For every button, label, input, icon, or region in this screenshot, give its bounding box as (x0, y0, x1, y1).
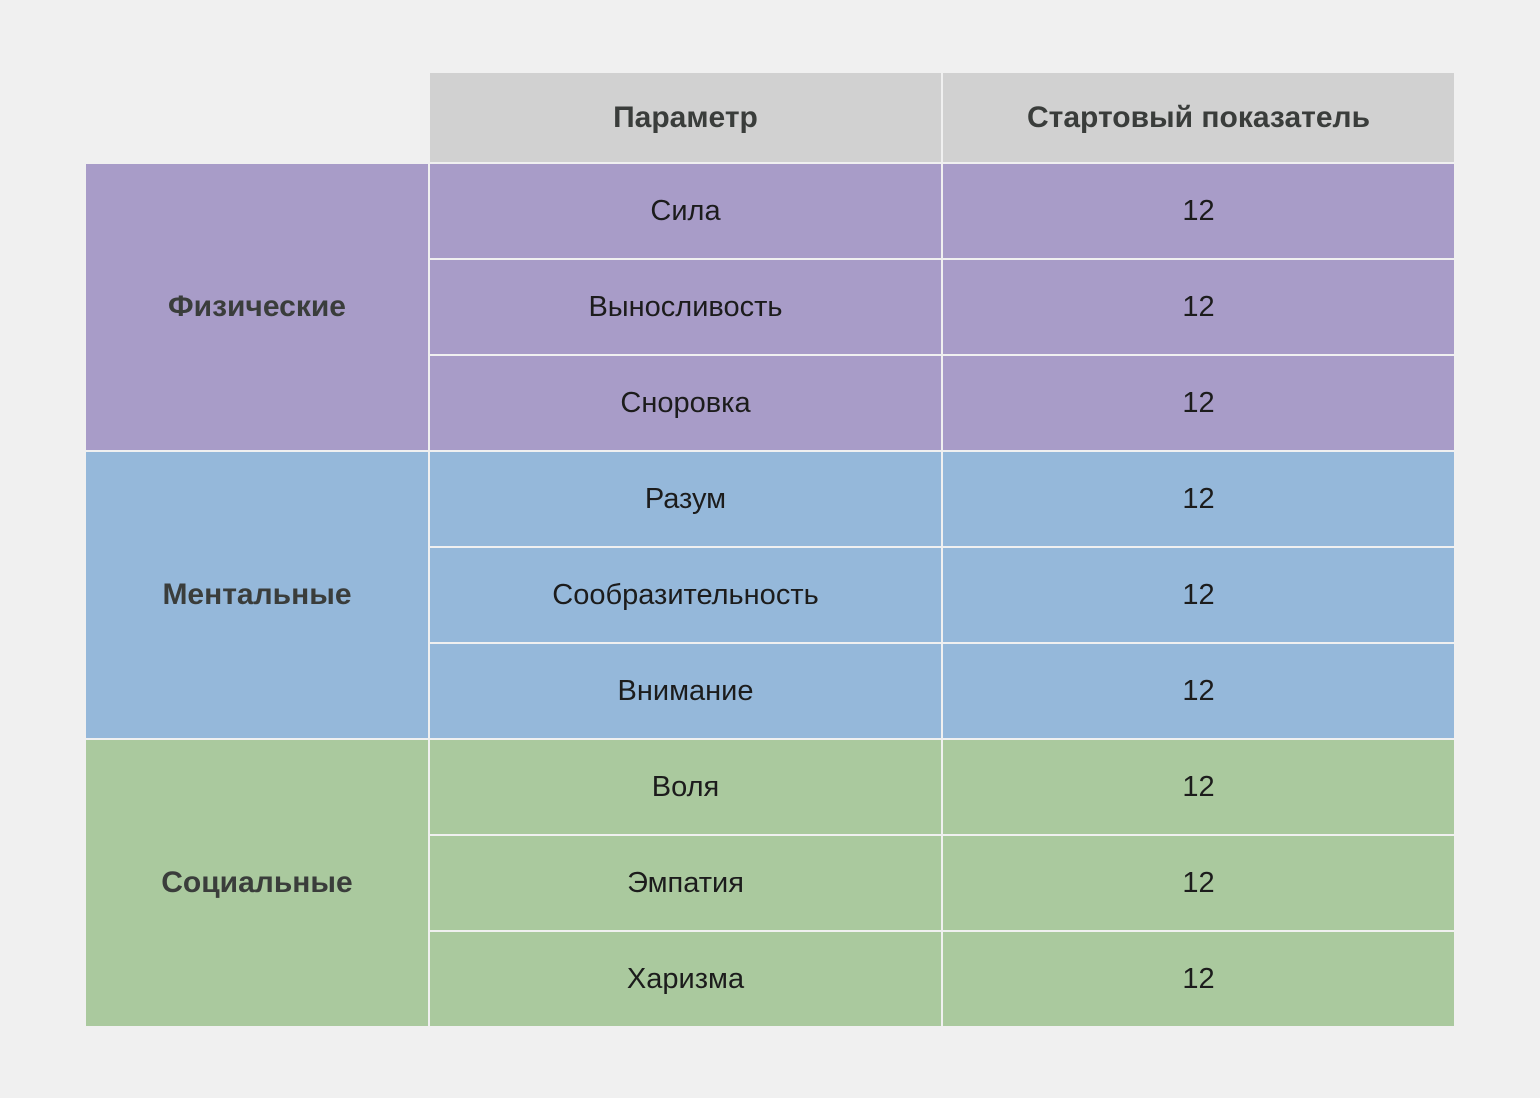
value-cell: 12 (943, 548, 1454, 642)
header-parameter: Параметр (430, 73, 941, 162)
group-mental: Ментальные Разум 12 Сообразительность 12… (86, 452, 1454, 738)
header-empty-cell (86, 73, 428, 162)
param-cell: Сноровка (430, 356, 941, 450)
value-cell: 12 (943, 644, 1454, 738)
param-cell: Харизма (430, 932, 941, 1026)
table-row: Внимание 12 (428, 644, 1454, 738)
table-row: Харизма 12 (428, 932, 1454, 1026)
value-cell: 12 (943, 452, 1454, 546)
value-cell: 12 (943, 932, 1454, 1026)
table-header-row: Параметр Стартовый показатель (86, 73, 1454, 162)
table-row: Сноровка 12 (428, 356, 1454, 450)
param-cell: Разум (430, 452, 941, 546)
group-label-social: Социальные (86, 740, 428, 1026)
group-physical: Физические Сила 12 Выносливость 12 Сноро… (86, 164, 1454, 450)
param-cell: Воля (430, 740, 941, 834)
group-social: Социальные Воля 12 Эмпатия 12 Харизма 12 (86, 740, 1454, 1026)
value-cell: 12 (943, 836, 1454, 930)
param-cell: Внимание (430, 644, 941, 738)
header-start-value: Стартовый показатель (943, 73, 1454, 162)
param-cell: Сообразительность (430, 548, 941, 642)
table-row: Сила 12 (428, 164, 1454, 258)
attributes-table: Параметр Стартовый показатель Физические… (86, 73, 1454, 1026)
param-cell: Сила (430, 164, 941, 258)
value-cell: 12 (943, 260, 1454, 354)
value-cell: 12 (943, 356, 1454, 450)
table-row: Разум 12 (428, 452, 1454, 546)
table-row: Эмпатия 12 (428, 836, 1454, 930)
value-cell: 12 (943, 740, 1454, 834)
table-row: Выносливость 12 (428, 260, 1454, 354)
table-row: Сообразительность 12 (428, 548, 1454, 642)
value-cell: 12 (943, 164, 1454, 258)
group-label-physical: Физические (86, 164, 428, 450)
param-cell: Эмпатия (430, 836, 941, 930)
group-label-mental: Ментальные (86, 452, 428, 738)
table-row: Воля 12 (428, 740, 1454, 834)
param-cell: Выносливость (430, 260, 941, 354)
